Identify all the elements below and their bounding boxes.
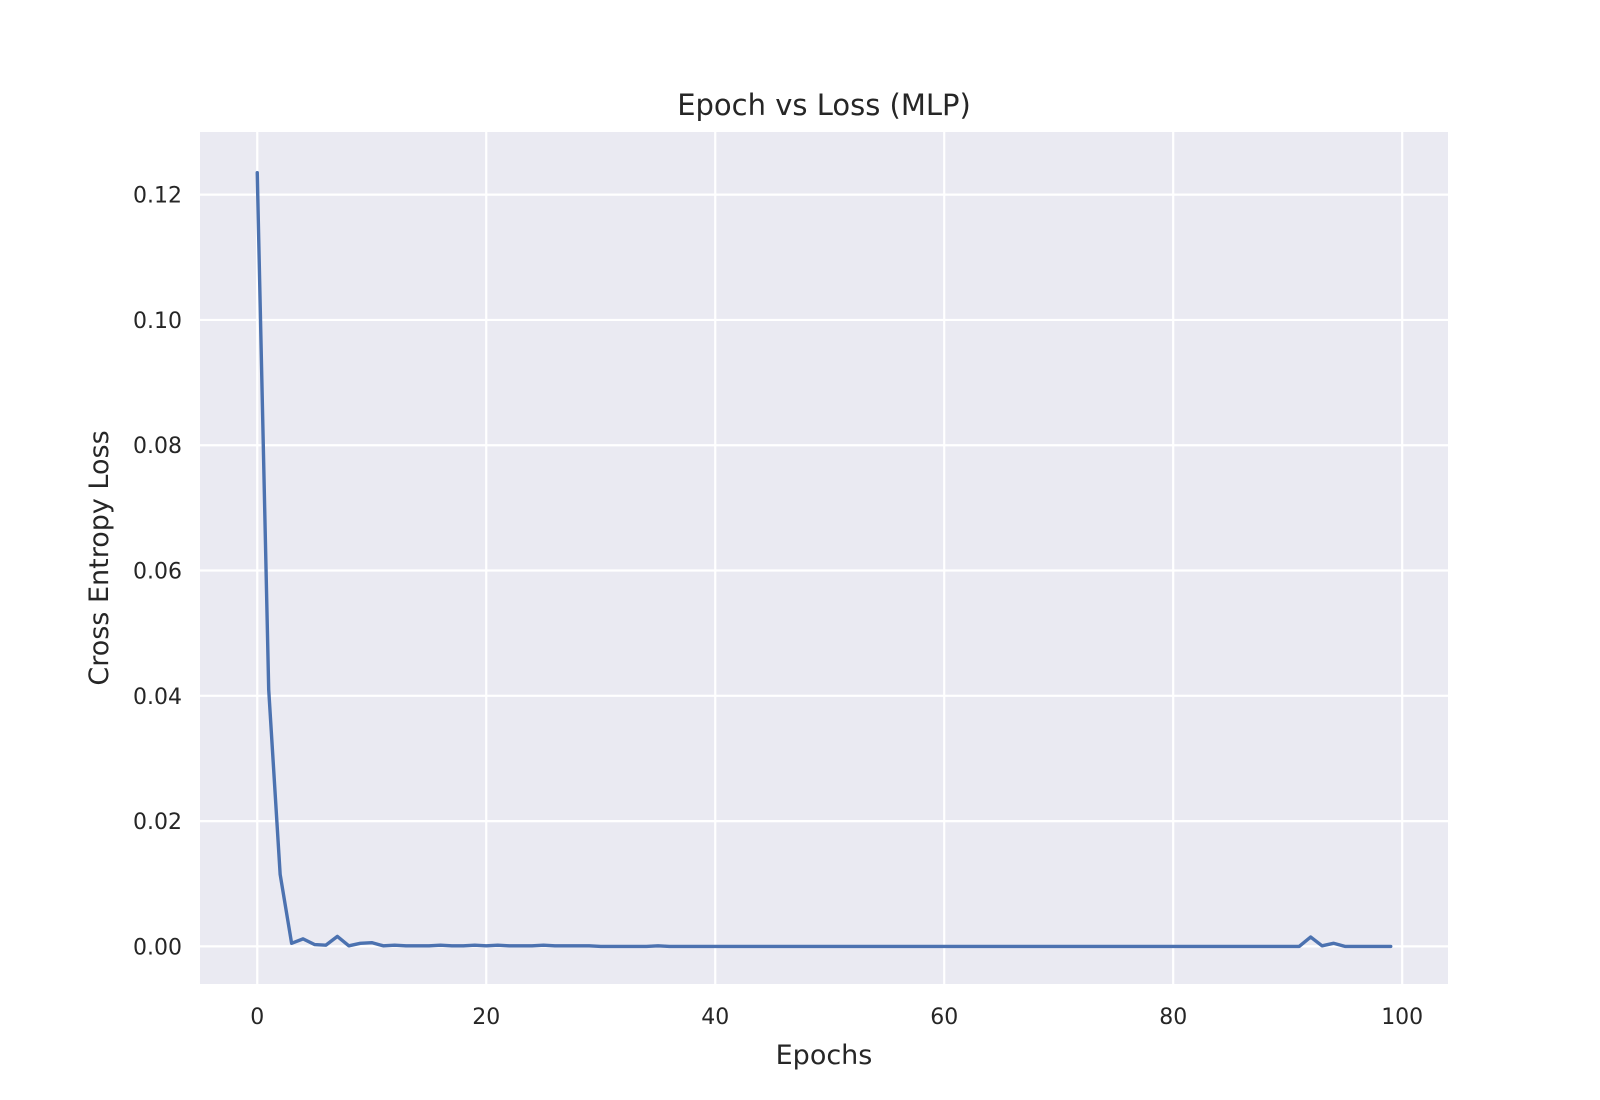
tick-labels: 0 20 40 60 80 100 0.00 0.02 0.04 0.06 0.08 0.10 0.12 <box>133 184 1423 1030</box>
chart-title: Epoch vs Loss (MLP) <box>677 88 971 122</box>
y-tick-label: 0.00 <box>133 935 182 960</box>
y-tick-label: 0.02 <box>133 810 182 835</box>
loss-series-line <box>255 171 1393 949</box>
x-tick-label: 80 <box>1159 1005 1187 1030</box>
x-tick-label: 100 <box>1381 1005 1423 1030</box>
series-layer <box>255 171 1393 949</box>
x-tick-label: 20 <box>472 1005 500 1030</box>
x-tick-label: 0 <box>250 1005 264 1030</box>
x-axis-label: Epochs <box>776 1040 873 1071</box>
x-tick-label: 60 <box>930 1005 958 1030</box>
y-axis-label: Cross Entropy Loss <box>84 430 115 685</box>
x-tick-label: 40 <box>701 1005 729 1030</box>
y-tick-label: 0.04 <box>133 685 182 710</box>
y-tick-label: 0.06 <box>133 560 182 585</box>
plot-background <box>200 132 1448 984</box>
y-tick-label: 0.10 <box>133 309 182 334</box>
grid <box>200 132 1448 984</box>
y-tick-label: 0.08 <box>133 434 182 459</box>
y-tick-label: 0.12 <box>133 184 182 209</box>
